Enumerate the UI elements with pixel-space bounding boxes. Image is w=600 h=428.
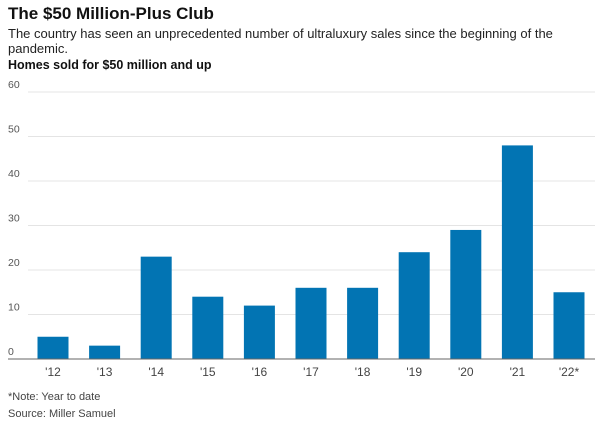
y-tick-label: 10 <box>8 302 20 314</box>
x-tick-label: '12 <box>45 365 61 379</box>
x-tick-label: '15 <box>200 365 216 379</box>
y-tick-label: 0 <box>8 346 14 358</box>
y-tick-label: 50 <box>8 124 20 136</box>
bar <box>295 287 327 359</box>
x-tick-label: '17 <box>303 365 319 379</box>
x-tick-label: '16 <box>252 365 268 379</box>
chart-subtitle: The country has seen an unprecedented nu… <box>8 26 553 56</box>
y-tick-label: 30 <box>8 213 20 225</box>
bar <box>347 287 379 359</box>
y-tick-label: 60 <box>8 79 20 91</box>
bar <box>398 252 430 359</box>
bar <box>450 229 482 359</box>
x-tick-label: '19 <box>406 365 422 379</box>
y-tick-label: 20 <box>8 257 20 269</box>
x-tick-label: '21 <box>510 365 526 379</box>
bar <box>192 296 224 359</box>
y-tick-label: 40 <box>8 168 20 180</box>
x-tick-label: '22* <box>559 365 580 379</box>
x-tick-label: '14 <box>148 365 164 379</box>
x-tick-label: '18 <box>355 365 371 379</box>
bar <box>501 145 533 359</box>
bar <box>243 305 275 359</box>
chart-title: The $50 Million-Plus Club <box>8 4 214 23</box>
x-tick-label: '13 <box>97 365 113 379</box>
chart-note: *Note: Year to date <box>8 391 101 403</box>
x-tick-label: '20 <box>458 365 474 379</box>
bar <box>37 336 69 359</box>
bar <box>553 292 585 359</box>
bar <box>89 345 121 359</box>
bar <box>140 256 172 359</box>
y-axis-label: Homes sold for $50 million and up <box>8 58 212 72</box>
chart-source: Source: Miller Samuel <box>8 408 116 420</box>
